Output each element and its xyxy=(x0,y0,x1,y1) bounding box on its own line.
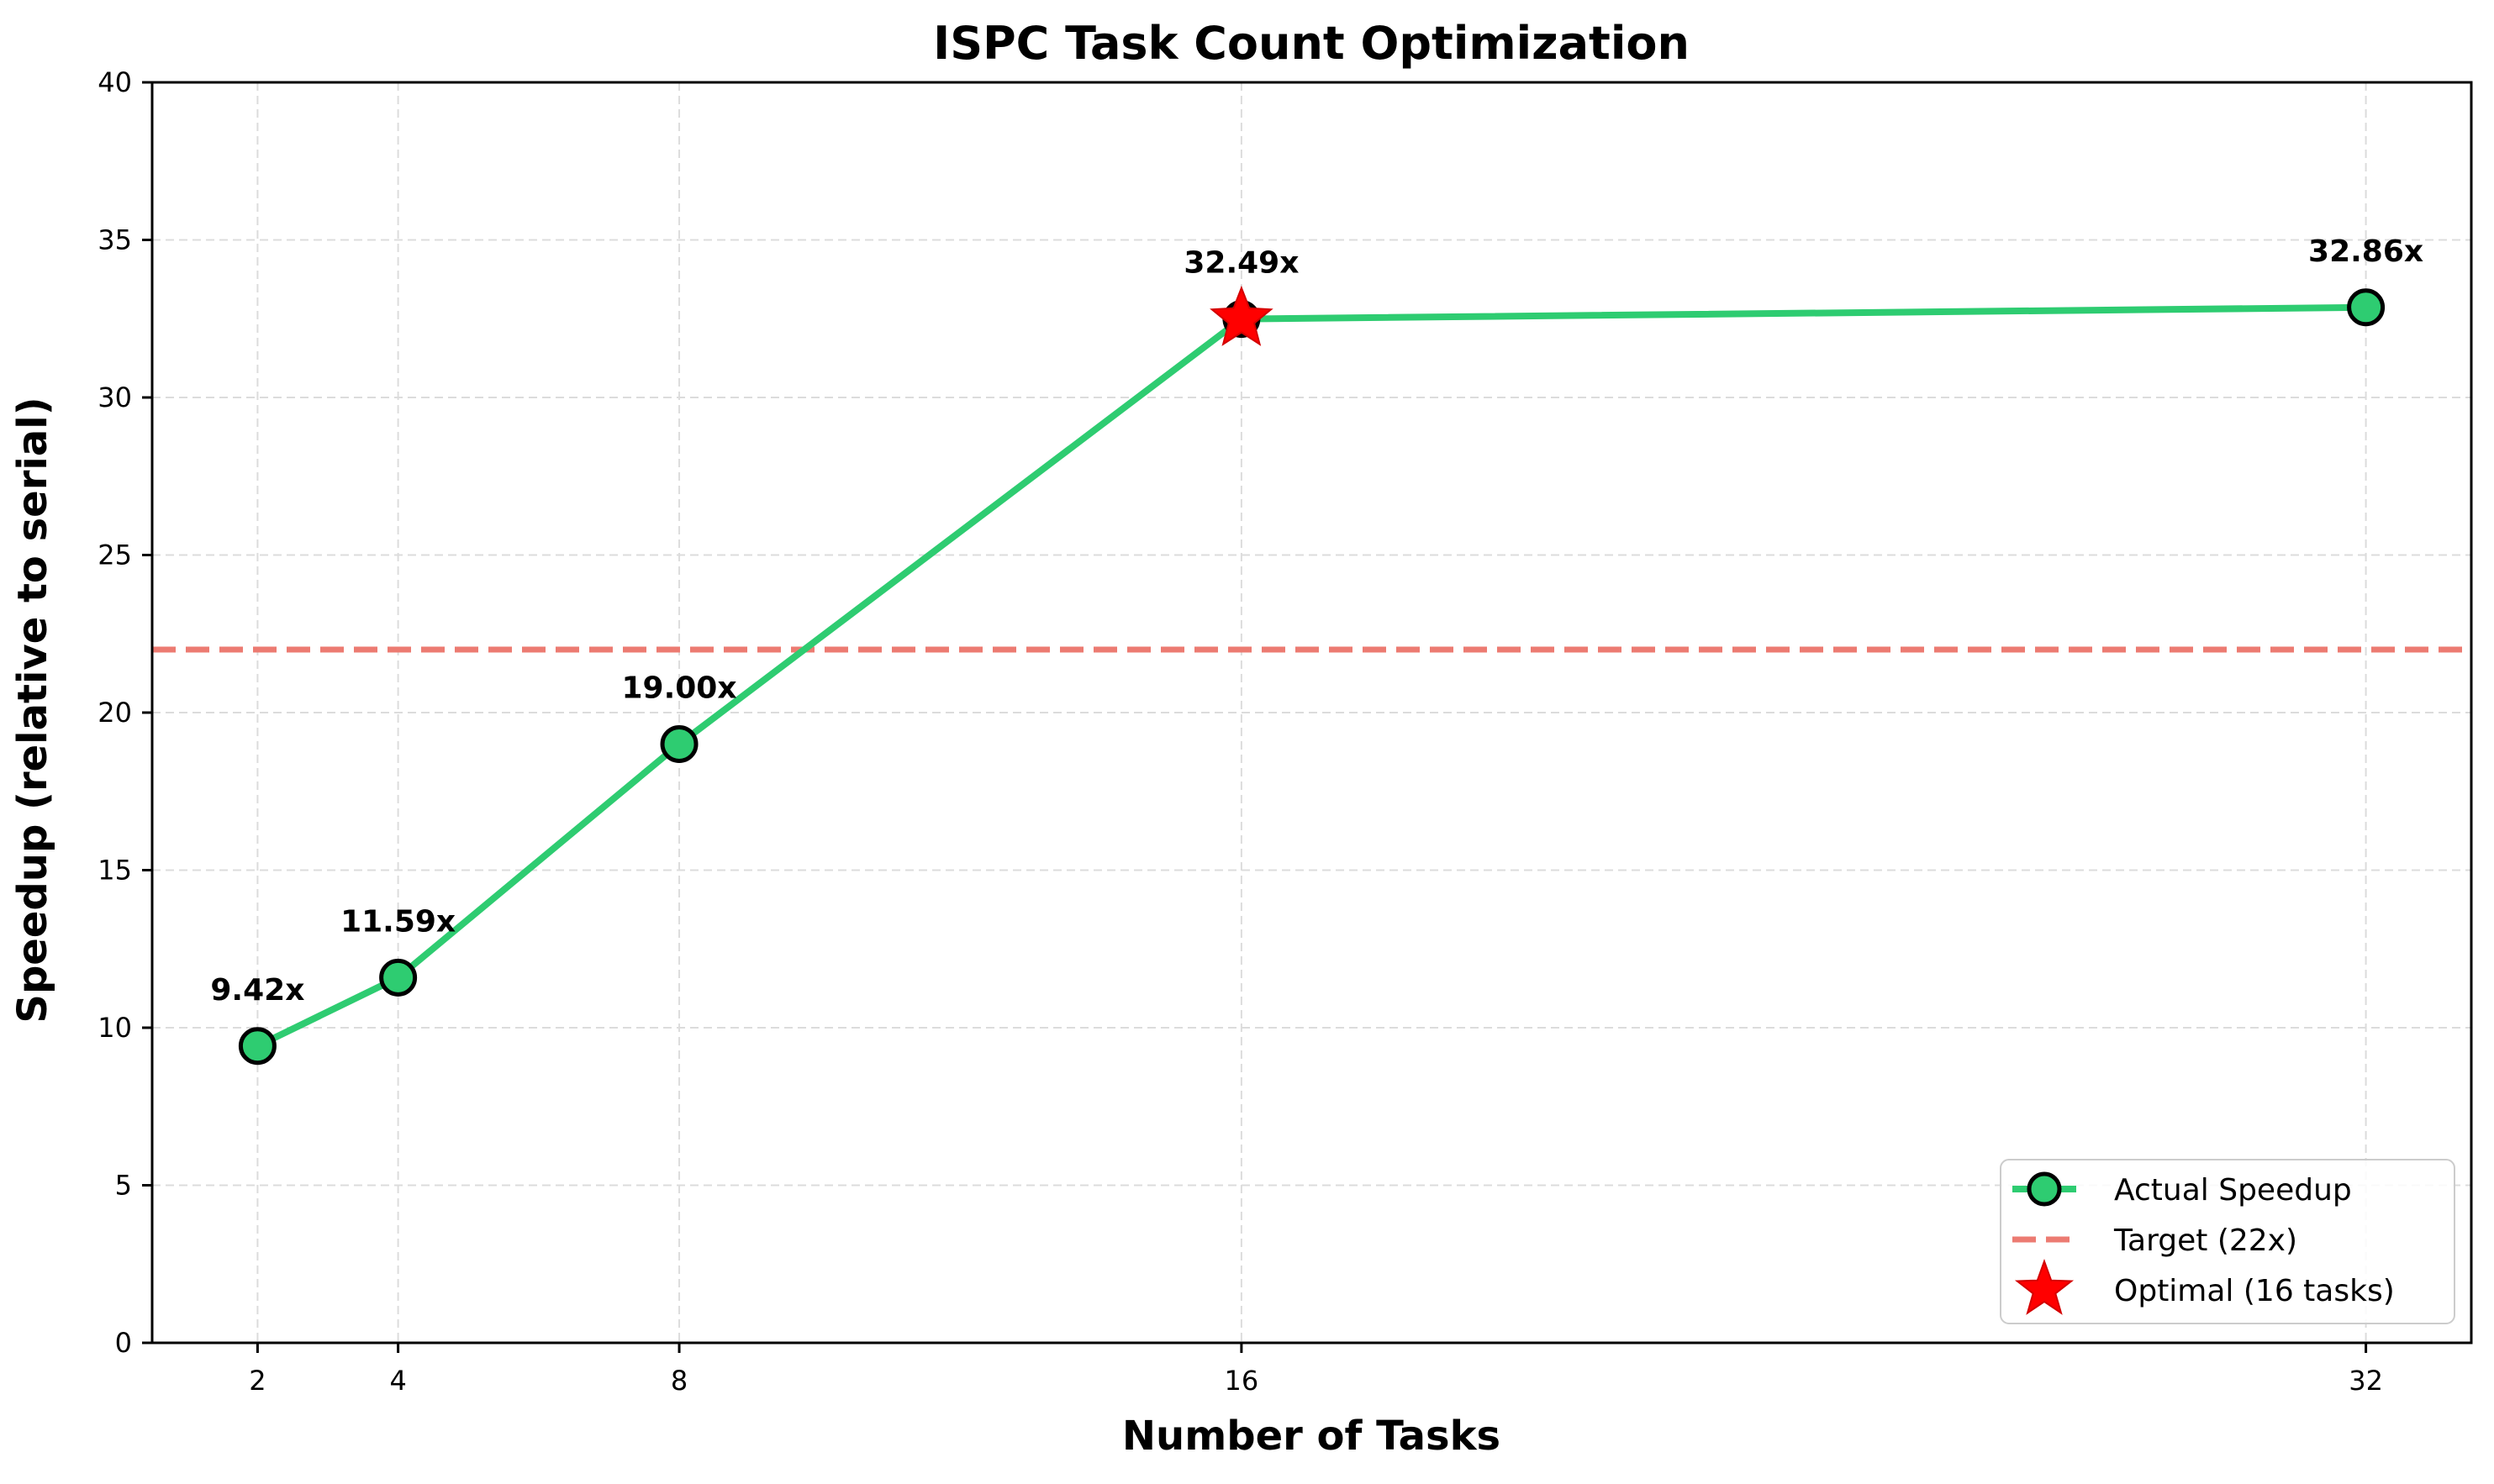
y-tick-label: 0 xyxy=(115,1327,132,1359)
y-axis-label: Speedup (relative to serial) xyxy=(9,397,56,1023)
legend-marker-optimal-star xyxy=(2014,1259,2075,1315)
y-tick-label: 25 xyxy=(98,539,132,571)
y-tick-label: 35 xyxy=(98,224,132,256)
data-label: 11.59x xyxy=(340,904,456,939)
data-point xyxy=(238,1027,277,1066)
y-tick-label: 40 xyxy=(98,66,132,98)
legend-marker-actual-speedup xyxy=(2027,1171,2062,1207)
x-tick-label: 16 xyxy=(1225,1365,1259,1397)
x-tick-label: 4 xyxy=(389,1365,406,1397)
legend: Actual Speedup Target (22x) Optimal (16 ta… xyxy=(2000,1159,2455,1324)
x-tick-label: 32 xyxy=(2349,1365,2383,1397)
axes: 2 4 8 16 32 0 5 10 15 20 25 30 35 40 xyxy=(98,66,2473,1397)
y-tick-label: 5 xyxy=(115,1170,132,1202)
data-point xyxy=(660,725,699,763)
y-tick-label: 10 xyxy=(98,1012,132,1044)
data-label: 32.86x xyxy=(2308,234,2423,269)
data-point xyxy=(2347,288,2386,327)
y-tick-label: 20 xyxy=(98,697,132,729)
legend-label-optimal: Optimal (16 tasks) xyxy=(2114,1274,2395,1308)
optimal-star-marker xyxy=(1210,285,1273,346)
legend-box xyxy=(2000,1159,2455,1324)
data-point xyxy=(379,958,418,997)
data-label: 9.42x xyxy=(210,973,304,1008)
data-label: 19.00x xyxy=(621,671,736,706)
grid xyxy=(152,82,2471,1344)
x-tick-label: 2 xyxy=(249,1365,266,1397)
series xyxy=(238,285,2386,1066)
y-tick-label: 30 xyxy=(98,382,132,413)
data-label: 32.49x xyxy=(1184,246,1299,281)
x-axis-label: Number of Tasks xyxy=(1122,1413,1500,1460)
chart-title: ISPC Task Count Optimization xyxy=(933,17,1690,70)
data-labels: 9.42x 11.59x 19.00x 32.49x 32.86x xyxy=(210,234,2423,1008)
y-tick-label: 15 xyxy=(98,855,132,887)
series-line-actual-speedup xyxy=(256,303,2366,1050)
x-tick-label: 8 xyxy=(671,1365,688,1397)
legend-label-target: Target (22x) xyxy=(2113,1224,2297,1258)
legend-label-actual-speedup: Actual Speedup xyxy=(2114,1173,2352,1208)
